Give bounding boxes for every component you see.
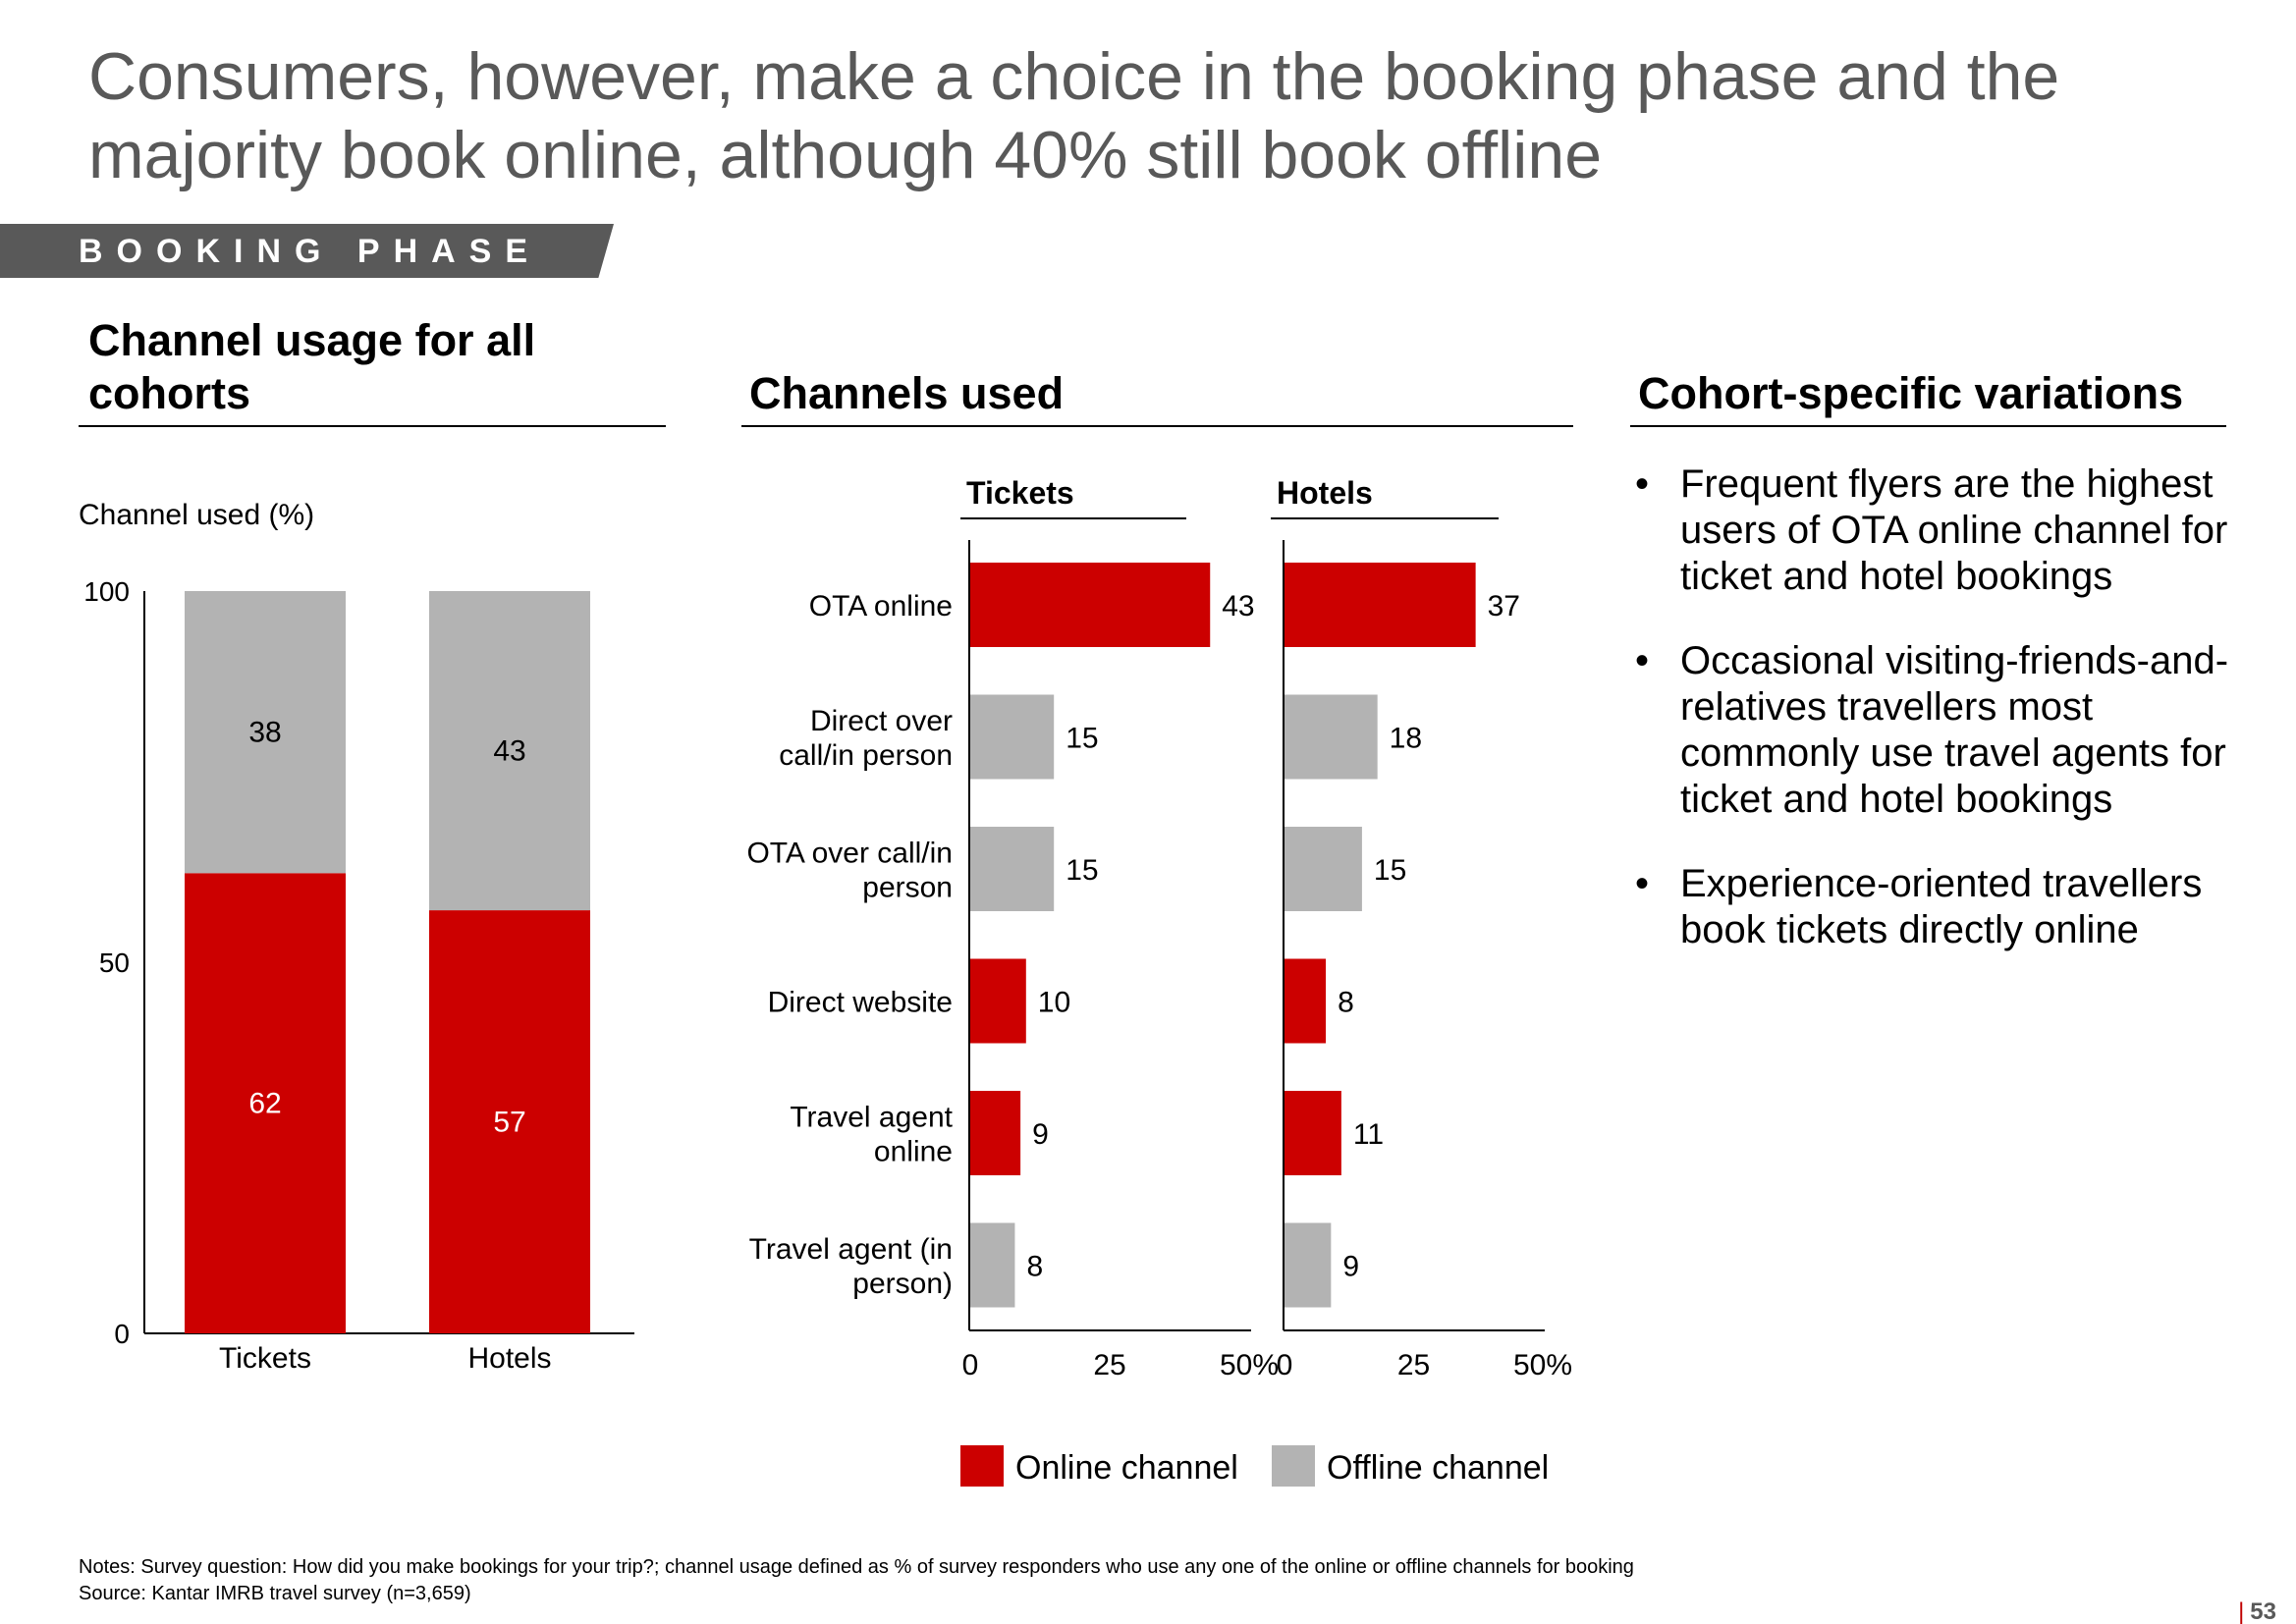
hbar-value-label: 10 bbox=[1038, 987, 1070, 1019]
page-number: | 53 bbox=[2238, 1598, 2276, 1624]
y-axis-label: Channel used (%) bbox=[79, 499, 314, 531]
channel-label: Travel agent bbox=[790, 1102, 953, 1134]
x-tick-label: Hotels bbox=[467, 1342, 551, 1375]
section-rule-middle bbox=[741, 425, 1573, 427]
page-title: Consumers, however, make a choice in the… bbox=[88, 39, 2060, 192]
section-heading-channels-used: Channels used bbox=[749, 368, 1065, 418]
bullet-dot: • bbox=[1635, 639, 1650, 682]
x-tick-label: 25 bbox=[1093, 1349, 1125, 1381]
section-rule-left bbox=[79, 425, 666, 427]
stacked-bar-offline bbox=[185, 591, 346, 874]
hbar-value-label: 9 bbox=[1342, 1251, 1359, 1283]
bullet-dot: • bbox=[1635, 462, 1650, 506]
hbar-online bbox=[1285, 1091, 1341, 1175]
hbar-online bbox=[970, 958, 1026, 1044]
hbar-online bbox=[1285, 958, 1327, 1044]
panel-title: Hotels bbox=[1277, 475, 1373, 511]
bullet-item: • Experience-oriented travellers book tic… bbox=[1635, 862, 2203, 951]
y-tick-label: 50 bbox=[99, 947, 130, 978]
hbar-value-label: 15 bbox=[1374, 854, 1406, 887]
hbar-value-label: 9 bbox=[1032, 1118, 1049, 1151]
hbar-value-label: 15 bbox=[1066, 854, 1098, 887]
x-tick-label: 0 bbox=[962, 1349, 979, 1381]
notes-text: Notes: Survey question: How did you make… bbox=[79, 1556, 1634, 1578]
hbar-value-label: 8 bbox=[1338, 987, 1354, 1019]
x-tick-label: 0 bbox=[1277, 1349, 1293, 1381]
section-heading-cohort-variations: Cohort-specific variations bbox=[1638, 368, 2184, 418]
bar-value-label: 43 bbox=[493, 735, 525, 768]
channel-label: call/in person bbox=[779, 739, 953, 772]
bullet-dot: • bbox=[1635, 862, 1650, 905]
x-tick-label: 50% bbox=[1220, 1349, 1279, 1381]
channel-label: person) bbox=[852, 1268, 953, 1300]
bullet-item: • Frequent flyers are the highest users o… bbox=[1635, 462, 2228, 598]
channel-label: OTA over call/in bbox=[746, 838, 953, 870]
x-tick-label: 25 bbox=[1397, 1349, 1430, 1381]
hbar-offline bbox=[970, 827, 1055, 911]
legend-swatch-online bbox=[960, 1445, 1004, 1487]
bar-value-label: 62 bbox=[248, 1088, 281, 1120]
hbar-offline bbox=[1285, 1222, 1332, 1308]
hbar-offline bbox=[1285, 694, 1378, 780]
bar-value-label: 57 bbox=[493, 1107, 525, 1139]
y-tick-label: 100 bbox=[83, 576, 130, 607]
hbar-online bbox=[970, 1091, 1021, 1175]
footnotes: Notes: Survey question: How did you make… bbox=[79, 1554, 1634, 1607]
legend-swatch-offline bbox=[1272, 1445, 1315, 1487]
channel-label: OTA online bbox=[809, 590, 953, 623]
hbar-value-label: 15 bbox=[1066, 723, 1098, 755]
channel-label: person bbox=[862, 872, 953, 904]
stacked-bar-online bbox=[185, 873, 346, 1333]
hbar-value-label: 43 bbox=[1222, 590, 1254, 623]
panel-title: Tickets bbox=[966, 475, 1074, 511]
bar-value-label: 38 bbox=[248, 717, 281, 749]
stacked-bar-online bbox=[429, 910, 590, 1333]
legend-label: Online channel bbox=[1015, 1449, 1238, 1487]
hbar-value-label: 11 bbox=[1353, 1118, 1384, 1151]
phase-label: BOOKING PHASE bbox=[79, 233, 542, 270]
phase-banner bbox=[0, 224, 614, 278]
channel-label: Direct website bbox=[768, 987, 953, 1019]
hbar-value-label: 18 bbox=[1390, 723, 1422, 755]
hbar-value-label: 37 bbox=[1488, 590, 1520, 623]
section-rule-right bbox=[1630, 425, 2226, 427]
source-text: Source: Kantar IMRB travel survey (n=3,6… bbox=[79, 1583, 471, 1604]
hbar-value-label: 8 bbox=[1026, 1251, 1043, 1283]
hbar-offline bbox=[970, 1222, 1015, 1308]
section-heading-channel-usage: Channel usage for all cohorts bbox=[88, 315, 536, 418]
cohort-bullet-list: • Frequent flyers are the highest users o… bbox=[1635, 461, 2244, 992]
hbar-offline bbox=[1285, 827, 1362, 911]
x-tick-label: 50% bbox=[1513, 1349, 1572, 1381]
channel-label: Direct over bbox=[810, 705, 953, 737]
legend-label: Offline channel bbox=[1327, 1449, 1549, 1487]
channel-label: online bbox=[874, 1136, 953, 1168]
x-tick-label: Tickets bbox=[219, 1342, 311, 1375]
page-number-bar: | bbox=[2238, 1598, 2245, 1624]
y-tick-label: 0 bbox=[114, 1319, 130, 1349]
hbar-online bbox=[1285, 563, 1476, 647]
hbar-offline bbox=[970, 694, 1055, 780]
channel-label: Travel agent (in bbox=[749, 1233, 953, 1266]
hbar-online bbox=[970, 563, 1211, 647]
bullet-item: • Occasional visiting-friends-and-relativ… bbox=[1635, 639, 2229, 821]
stacked-bar-offline bbox=[429, 591, 590, 911]
